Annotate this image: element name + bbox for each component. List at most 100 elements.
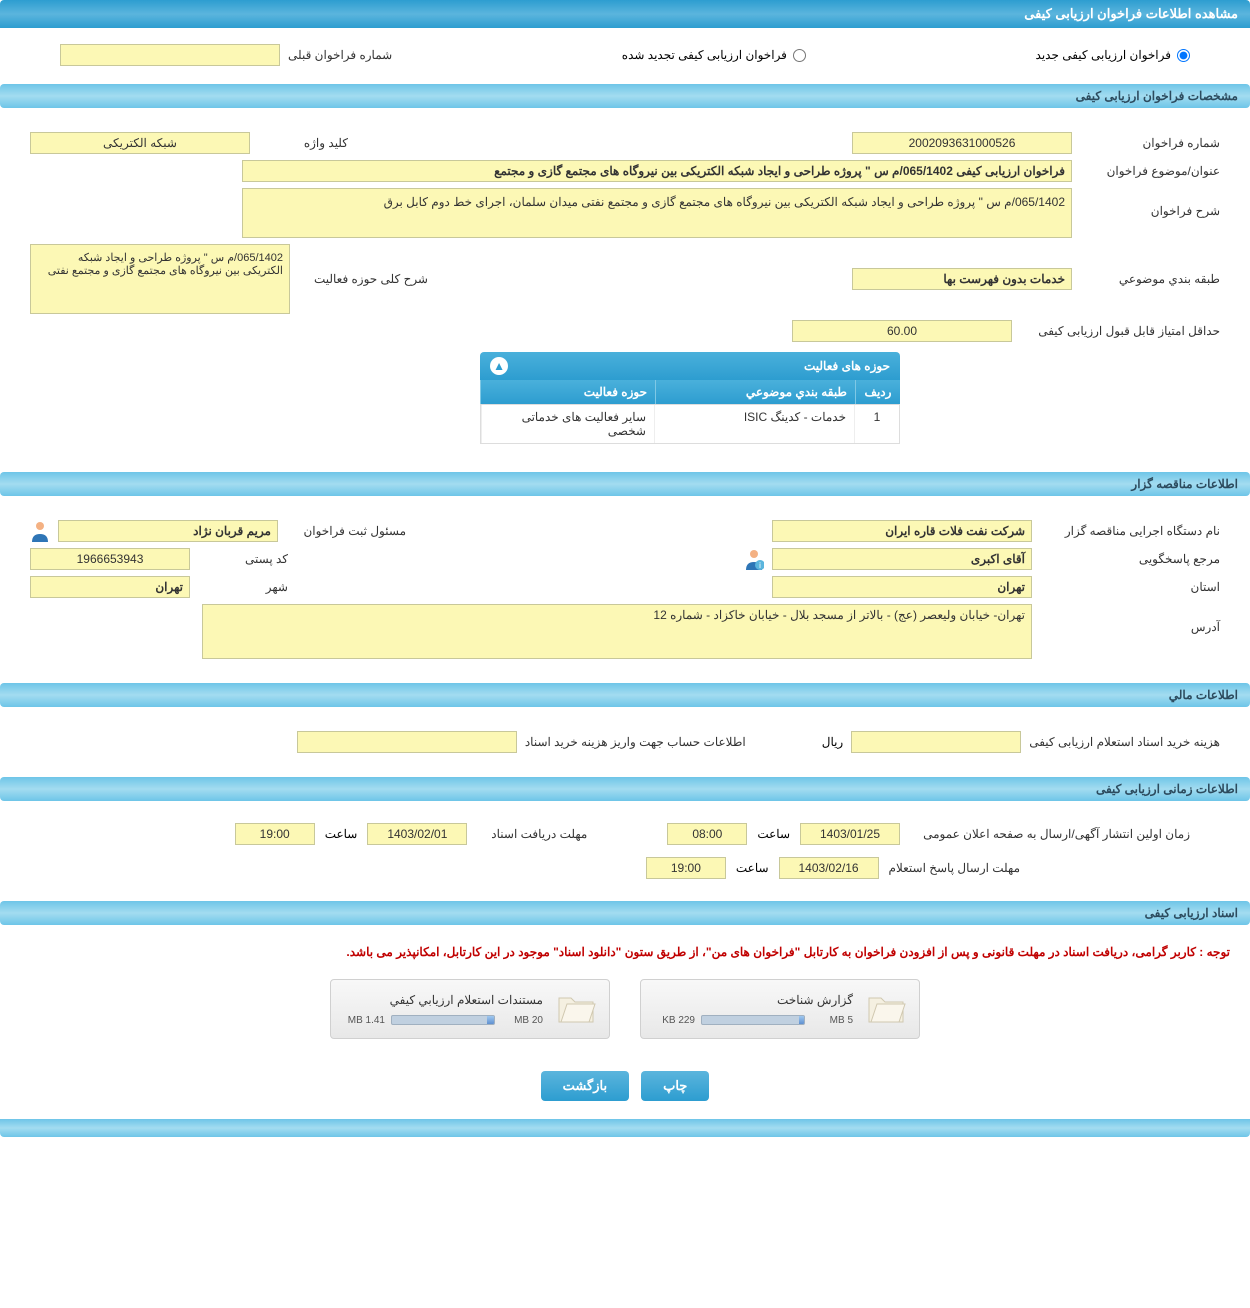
doc-card-2[interactable]: مستندات استعلام ارزيابي کيفي 20 MB 1.41 … xyxy=(330,979,610,1039)
subject-label: عنوان/موضوع فراخوان xyxy=(1080,164,1220,178)
section-docs-bar: اسناد ارزیابی کیفی xyxy=(0,901,1250,925)
city-field: تهران xyxy=(30,576,190,598)
radio-renewed[interactable]: فراخوان ارزیابی کیفی تجدید شده xyxy=(622,48,806,62)
docs-note: توجه : کاربر گرامی، دریافت اسناد در مهلت… xyxy=(0,935,1250,969)
section-docs-title: اسناد ارزیابی کیفی xyxy=(1145,906,1238,920)
page-title: مشاهده اطلاعات فراخوان ارزیابی کیفی xyxy=(1024,6,1238,21)
back-button[interactable]: بازگشت xyxy=(541,1071,629,1101)
doc-used-1: 229 KB xyxy=(653,1015,695,1026)
city-label: شهر xyxy=(198,580,288,594)
doc-card-1[interactable]: گزارش شناخت 5 MB 229 KB xyxy=(640,979,920,1039)
address-field: تهران- خیابان ولیعصر (عج) - بالاتر از مس… xyxy=(202,604,1032,659)
prev-call-field xyxy=(60,44,280,66)
org-field: شرکت نفت فلات قاره ایران xyxy=(772,520,1032,542)
activity-row: 1 خدمات - کدینگ ISIC سایر فعالیت های خدم… xyxy=(480,404,900,444)
section-timing-bar: اطلاعات زمانی ارزیابی کیفی xyxy=(0,777,1250,801)
call-no-field: 2002093631000526 xyxy=(852,132,1072,154)
collapse-icon[interactable]: ▲ xyxy=(490,357,508,375)
keyword-field: شبکه الکتریکی xyxy=(30,132,250,154)
section-tenderer-title: اطلاعات مناقصه گزار xyxy=(1131,477,1238,491)
page-root: مشاهده اطلاعات فراخوان ارزیابی کیفی فراخ… xyxy=(0,0,1250,1137)
publish-time-field: 08:00 xyxy=(667,823,747,845)
cost-field xyxy=(851,731,1021,753)
min-score-label: حداقل امتیاز قابل قبول ارزیابی کیفی xyxy=(1020,324,1220,338)
publish-label: زمان اولین انتشار آگهی/ارسال به صفحه اعل… xyxy=(910,827,1190,841)
tenderer-content: نام دستگاه اجرایی مناقصه گزار شرکت نفت ف… xyxy=(0,506,1250,673)
subject-field: فراخوان ارزیابی کیفی 065/1402/م س " پروژ… xyxy=(242,160,1072,182)
response-time-field: 19:00 xyxy=(646,857,726,879)
th-cat: طبقه بندي موضوعي xyxy=(655,380,855,404)
publish-time-label: ساعت xyxy=(757,827,790,841)
registrar-label: مسئول ثبت فراخوان xyxy=(286,524,406,538)
activity-table: حوزه های فعالیت ▲ رديف طبقه بندي موضوعي … xyxy=(480,352,900,444)
folder-icon xyxy=(555,988,597,1030)
progress-bar-2 xyxy=(391,1015,495,1025)
currency-label: ریال xyxy=(822,735,844,749)
doc-total-1: 5 MB xyxy=(811,1015,853,1026)
doc-title-1: گزارش شناخت xyxy=(653,993,853,1007)
person-icon xyxy=(30,520,50,542)
section-specs-title: مشخصات فراخوان ارزیابی کیفی xyxy=(1076,89,1238,103)
keyword-label: کلید واژه xyxy=(258,136,348,150)
activity-thead: رديف طبقه بندي موضوعي حوزه فعالیت xyxy=(480,380,900,404)
top-options-row: فراخوان ارزیابی کیفی جدید فراخوان ارزیاب… xyxy=(0,36,1250,74)
print-button[interactable]: چاپ xyxy=(641,1071,709,1101)
section-financial-title: اطلاعات مالي xyxy=(1169,688,1238,702)
info-person-icon[interactable]: i xyxy=(744,548,764,570)
province-field: تهران xyxy=(772,576,1032,598)
section-specs-bar: مشخصات فراخوان ارزیابی کیفی xyxy=(0,84,1250,108)
docs-row: گزارش شناخت 5 MB 229 KB مستندات استعلام … xyxy=(0,969,1250,1059)
radio-renewed-input[interactable] xyxy=(793,49,806,62)
postal-label: کد پستی xyxy=(198,552,288,566)
publish-date-field: 1403/01/25 xyxy=(800,823,900,845)
prev-call-block: شماره فراخوان قبلی xyxy=(60,44,392,66)
activity-table-title: حوزه های فعالیت xyxy=(804,359,890,373)
progress-fill-1 xyxy=(799,1016,804,1024)
scope-field: 065/1402/م س " پروژه طراحی و ایجاد شبکه … xyxy=(30,244,290,314)
section-tenderer-bar: اطلاعات مناقصه گزار xyxy=(0,472,1250,496)
respondent-label: مرجع پاسخگویی xyxy=(1040,552,1220,566)
cell-idx: 1 xyxy=(854,405,899,443)
specs-content: شماره فراخوان 2002093631000526 کلید واژه… xyxy=(0,118,1250,462)
progress-fill-2 xyxy=(487,1016,494,1024)
address-label: آدرس xyxy=(1040,604,1220,634)
activity-table-header: حوزه های فعالیت ▲ xyxy=(480,352,900,380)
scope-label: شرح کلی حوزه فعالیت xyxy=(298,272,428,286)
radio-new[interactable]: فراخوان ارزیابی کیفی جدید xyxy=(1036,48,1190,62)
account-label: اطلاعات حساب جهت واریز هزینه خرید اسناد xyxy=(525,735,746,749)
min-score-field: 60.00 xyxy=(792,320,1012,342)
response-label: مهلت ارسال پاسخ استعلام xyxy=(889,861,1020,875)
call-no-label: شماره فراخوان xyxy=(1080,136,1220,150)
th-act: حوزه فعالیت xyxy=(480,380,655,404)
category-field: خدمات بدون فهرست بها xyxy=(852,268,1072,290)
doc-title-2: مستندات استعلام ارزيابي کيفي xyxy=(343,993,543,1007)
financial-content: هزینه خرید اسناد استعلام ارزیابی کیفی ری… xyxy=(0,717,1250,767)
desc-label: شرح فراخوان xyxy=(1080,188,1220,218)
receive-time-field: 19:00 xyxy=(235,823,315,845)
respondent-field: آقای اکبری xyxy=(772,548,1032,570)
receive-time-label: ساعت xyxy=(325,827,358,841)
province-label: استان xyxy=(1040,580,1220,594)
registrar-field: مریم قربان نژاد xyxy=(58,520,278,542)
desc-field: 065/1402/م س " پروژه طراحی و ایجاد شبکه … xyxy=(242,188,1072,238)
response-date-field: 1403/02/16 xyxy=(779,857,879,879)
page-title-bar: مشاهده اطلاعات فراخوان ارزیابی کیفی xyxy=(0,0,1250,28)
category-label: طبقه بندي موضوعي xyxy=(1080,272,1220,286)
svg-text:i: i xyxy=(759,561,761,570)
prev-call-label: شماره فراخوان قبلی xyxy=(288,48,392,62)
doc-used-2: 1.41 MB xyxy=(343,1015,385,1026)
receive-date-field: 1403/02/01 xyxy=(367,823,467,845)
folder-icon xyxy=(865,988,907,1030)
radio-renewed-label: فراخوان ارزیابی کیفی تجدید شده xyxy=(622,48,787,62)
button-row: چاپ بازگشت xyxy=(0,1059,1250,1119)
progress-bar-1 xyxy=(701,1015,805,1025)
response-time-label: ساعت xyxy=(736,861,769,875)
timing-content: زمان اولین انتشار آگهی/ارسال به صفحه اعل… xyxy=(0,811,1250,891)
th-idx: رديف xyxy=(855,380,900,404)
radio-new-input[interactable] xyxy=(1177,49,1190,62)
cell-act: سایر فعالیت های خدماتی شخصی xyxy=(481,405,654,443)
postal-field: 1966653943 xyxy=(30,548,190,570)
receive-label: مهلت دریافت اسناد xyxy=(477,827,587,841)
cost-label: هزینه خرید اسناد استعلام ارزیابی کیفی xyxy=(1029,735,1220,749)
section-timing-title: اطلاعات زمانی ارزیابی کیفی xyxy=(1096,782,1238,796)
